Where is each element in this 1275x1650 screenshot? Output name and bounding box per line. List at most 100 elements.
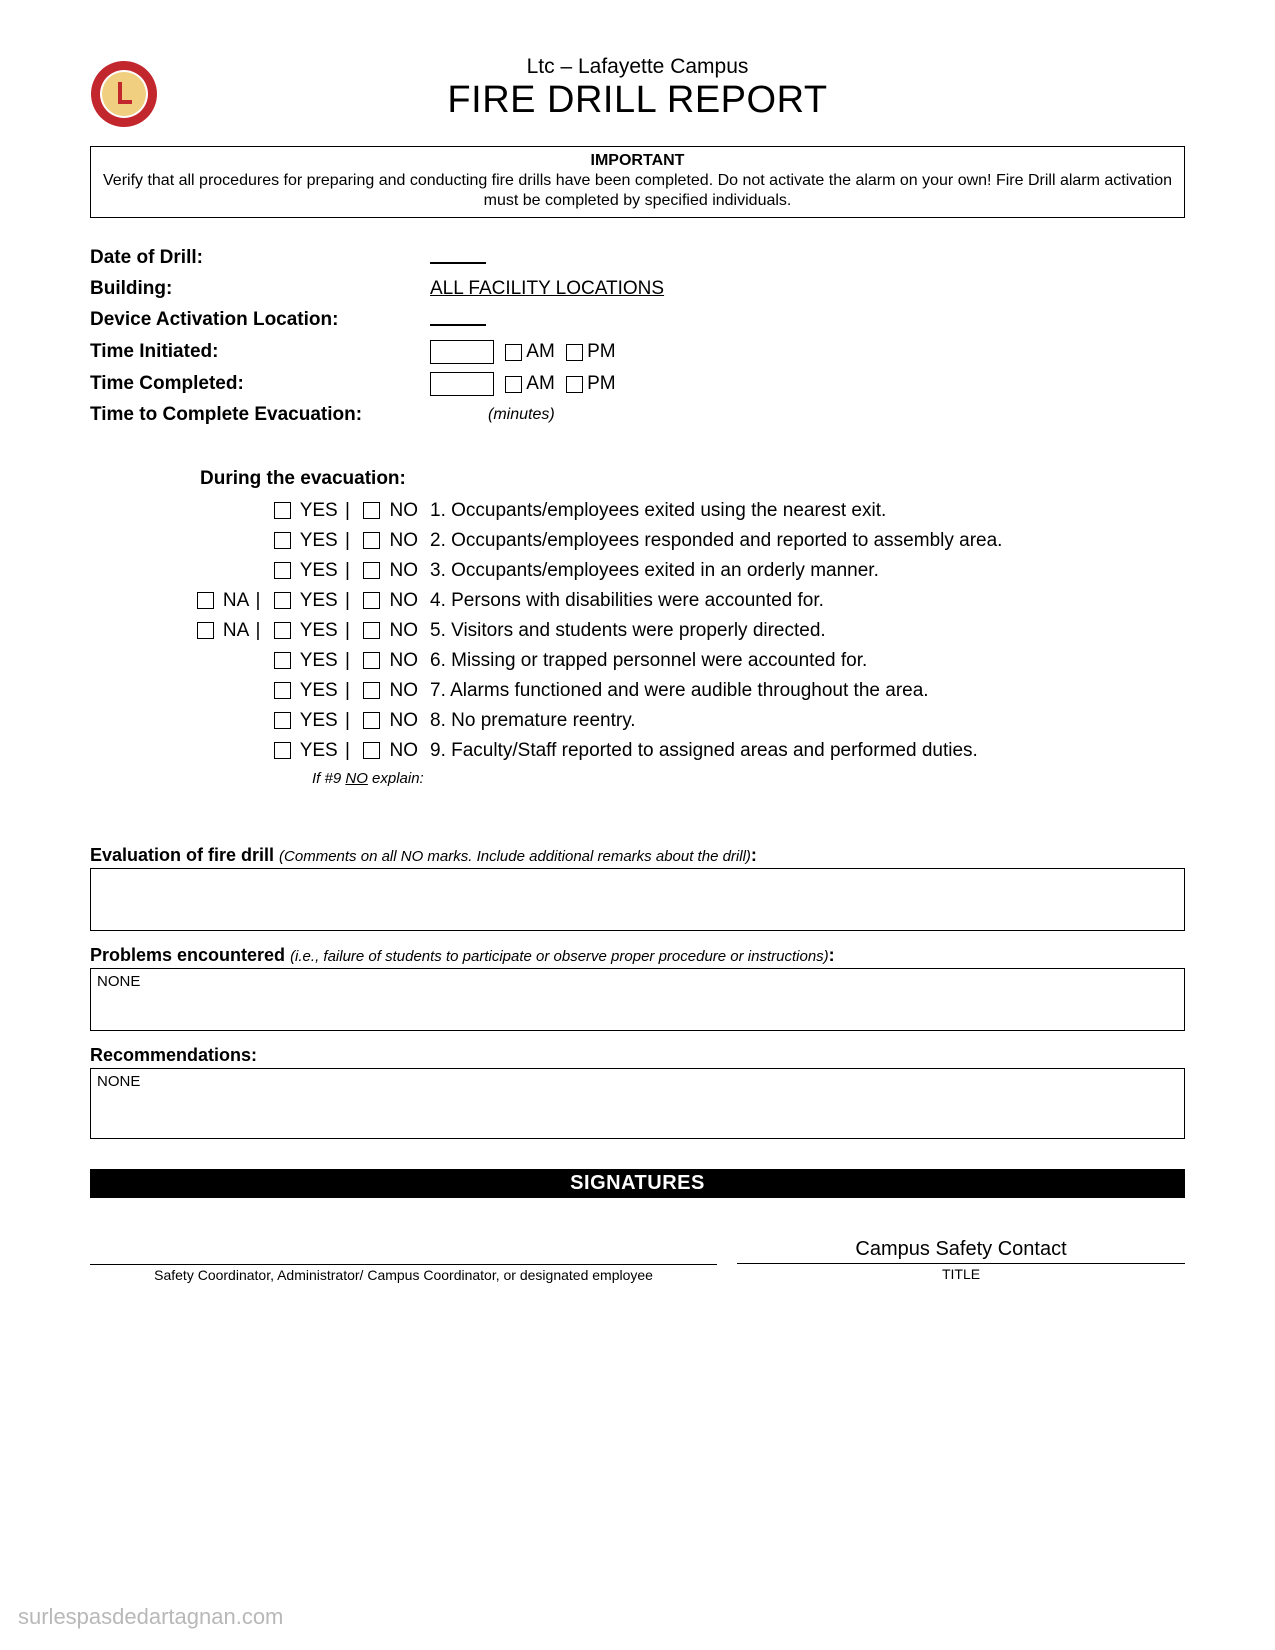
no-checkbox[interactable]: [363, 712, 380, 729]
signature-right-caption: TITLE: [737, 1264, 1185, 1282]
no-checkbox[interactable]: [363, 652, 380, 669]
evac-time-label: Time to Complete Evacuation:: [90, 404, 430, 426]
evac-row: YES | NO7. Alarms functioned and were au…: [90, 680, 1185, 702]
time-initiated-pm-checkbox[interactable]: [566, 344, 583, 361]
evac-item-text: 6. Missing or trapped personnel were acc…: [430, 650, 1185, 672]
na-label: NA: [223, 620, 248, 641]
no-checkbox[interactable]: [363, 562, 380, 579]
yes-label: YES: [300, 620, 338, 641]
evac-options: YES | NO: [90, 560, 430, 582]
no-checkbox[interactable]: [363, 742, 380, 759]
time-completed-input[interactable]: [430, 372, 494, 396]
time-completed-pm-checkbox[interactable]: [566, 376, 583, 393]
yes-label: YES: [300, 650, 338, 671]
minutes-hint: (minutes): [488, 406, 555, 424]
signatures-bar: SIGNATURES: [90, 1169, 1185, 1198]
time-completed-label: Time Completed:: [90, 373, 430, 395]
no-label: NO: [390, 560, 419, 581]
evac-item-text: 7. Alarms functioned and were audible th…: [430, 680, 1185, 702]
no-label: NO: [390, 530, 419, 551]
no-label: NO: [390, 590, 419, 611]
important-notice-box: IMPORTANT Verify that all procedures for…: [90, 146, 1185, 218]
evac-row: YES | NO6. Missing or trapped personnel …: [90, 650, 1185, 672]
building-value: ALL FACILITY LOCATIONS: [430, 278, 664, 300]
no-label: NO: [390, 680, 419, 701]
evaluation-box[interactable]: [90, 869, 1185, 931]
evac-row: YES | NO2. Occupants/employees responded…: [90, 530, 1185, 552]
evac-options: NA | YES | NO: [90, 620, 430, 642]
important-text: Verify that all procedures for preparing…: [103, 172, 1172, 209]
pm-label: PM: [587, 341, 616, 362]
yes-label: YES: [300, 710, 338, 731]
no-label: NO: [390, 500, 419, 521]
no-checkbox[interactable]: [363, 592, 380, 609]
evac-options: YES | NO: [90, 740, 430, 762]
date-of-drill-label: Date of Drill:: [90, 247, 430, 269]
yes-checkbox[interactable]: [274, 622, 291, 639]
watermark-text: surlespasdedartagnan.com: [18, 1604, 283, 1630]
signature-left-caption: Safety Coordinator, Administrator/ Campu…: [90, 1265, 717, 1283]
yes-label: YES: [300, 500, 338, 521]
evac-options: YES | NO: [90, 650, 430, 672]
no-label: NO: [390, 710, 419, 731]
evac-row: YES | NO1. Occupants/employees exited us…: [90, 500, 1185, 522]
yes-label: YES: [300, 740, 338, 761]
no-checkbox[interactable]: [363, 682, 380, 699]
evac-item-text: 3. Occupants/employees exited in an orde…: [430, 560, 1185, 582]
recommendations-box[interactable]: NONE: [90, 1069, 1185, 1139]
no-checkbox[interactable]: [363, 502, 380, 519]
yes-label: YES: [300, 680, 338, 701]
recommendations-heading: Recommendations:: [90, 1045, 1185, 1069]
signature-right-value: Campus Safety Contact: [737, 1238, 1185, 1263]
yes-checkbox[interactable]: [274, 652, 291, 669]
evac-item-text: 5. Visitors and students were properly d…: [430, 620, 1185, 642]
building-label: Building:: [90, 278, 430, 300]
date-of-drill-input[interactable]: [430, 246, 486, 264]
important-label: IMPORTANT: [591, 152, 685, 169]
evac-item-text: 1. Occupants/employees exited using the …: [430, 500, 1185, 522]
evac-row: YES | NO8. No premature reentry.: [90, 710, 1185, 732]
am-label-2: AM: [526, 373, 555, 394]
evac-row: NA | YES | NO5. Visitors and students we…: [90, 620, 1185, 642]
yes-checkbox[interactable]: [274, 712, 291, 729]
evacuation-heading: During the evacuation:: [200, 468, 1185, 490]
yes-label: YES: [300, 530, 338, 551]
evac-row: YES | NO9. Faculty/Staff reported to ass…: [90, 740, 1185, 762]
time-initiated-input[interactable]: [430, 340, 494, 364]
time-initiated-label: Time Initiated:: [90, 341, 430, 363]
evac-options: YES | NO: [90, 710, 430, 732]
explain-note: If #9 NO explain:: [312, 770, 1185, 787]
device-activation-input[interactable]: [430, 308, 486, 326]
yes-label: YES: [300, 560, 338, 581]
evac-item-text: 2. Occupants/employees responded and rep…: [430, 530, 1185, 552]
no-checkbox[interactable]: [363, 532, 380, 549]
problems-heading: Problems encountered (i.e., failure of s…: [90, 945, 1185, 969]
yes-checkbox[interactable]: [274, 532, 291, 549]
evac-options: YES | NO: [90, 530, 430, 552]
am-label: AM: [526, 341, 555, 362]
time-completed-am-checkbox[interactable]: [505, 376, 522, 393]
evac-options: YES | NO: [90, 680, 430, 702]
evac-item-text: 8. No premature reentry.: [430, 710, 1185, 732]
time-initiated-am-checkbox[interactable]: [505, 344, 522, 361]
yes-checkbox[interactable]: [274, 592, 291, 609]
yes-checkbox[interactable]: [274, 562, 291, 579]
evac-row: NA | YES | NO4. Persons with disabilitie…: [90, 590, 1185, 612]
na-checkbox[interactable]: [197, 592, 214, 609]
problems-box[interactable]: NONE: [90, 969, 1185, 1031]
evac-item-text: 9. Faculty/Staff reported to assigned ar…: [430, 740, 1185, 762]
yes-checkbox[interactable]: [274, 742, 291, 759]
evac-row: YES | NO3. Occupants/employees exited in…: [90, 560, 1185, 582]
campus-subtitle: Ltc – Lafayette Campus: [90, 55, 1185, 79]
evac-options: YES | NO: [90, 500, 430, 522]
report-title: FIRE DRILL REPORT: [90, 79, 1185, 122]
no-label: NO: [390, 620, 419, 641]
na-checkbox[interactable]: [197, 622, 214, 639]
no-label: NO: [390, 740, 419, 761]
yes-checkbox[interactable]: [274, 502, 291, 519]
yes-checkbox[interactable]: [274, 682, 291, 699]
device-activation-label: Device Activation Location:: [90, 309, 430, 331]
no-checkbox[interactable]: [363, 622, 380, 639]
evac-options: NA | YES | NO: [90, 590, 430, 612]
evaluation-heading: Evaluation of fire drill (Comments on al…: [90, 845, 1185, 869]
